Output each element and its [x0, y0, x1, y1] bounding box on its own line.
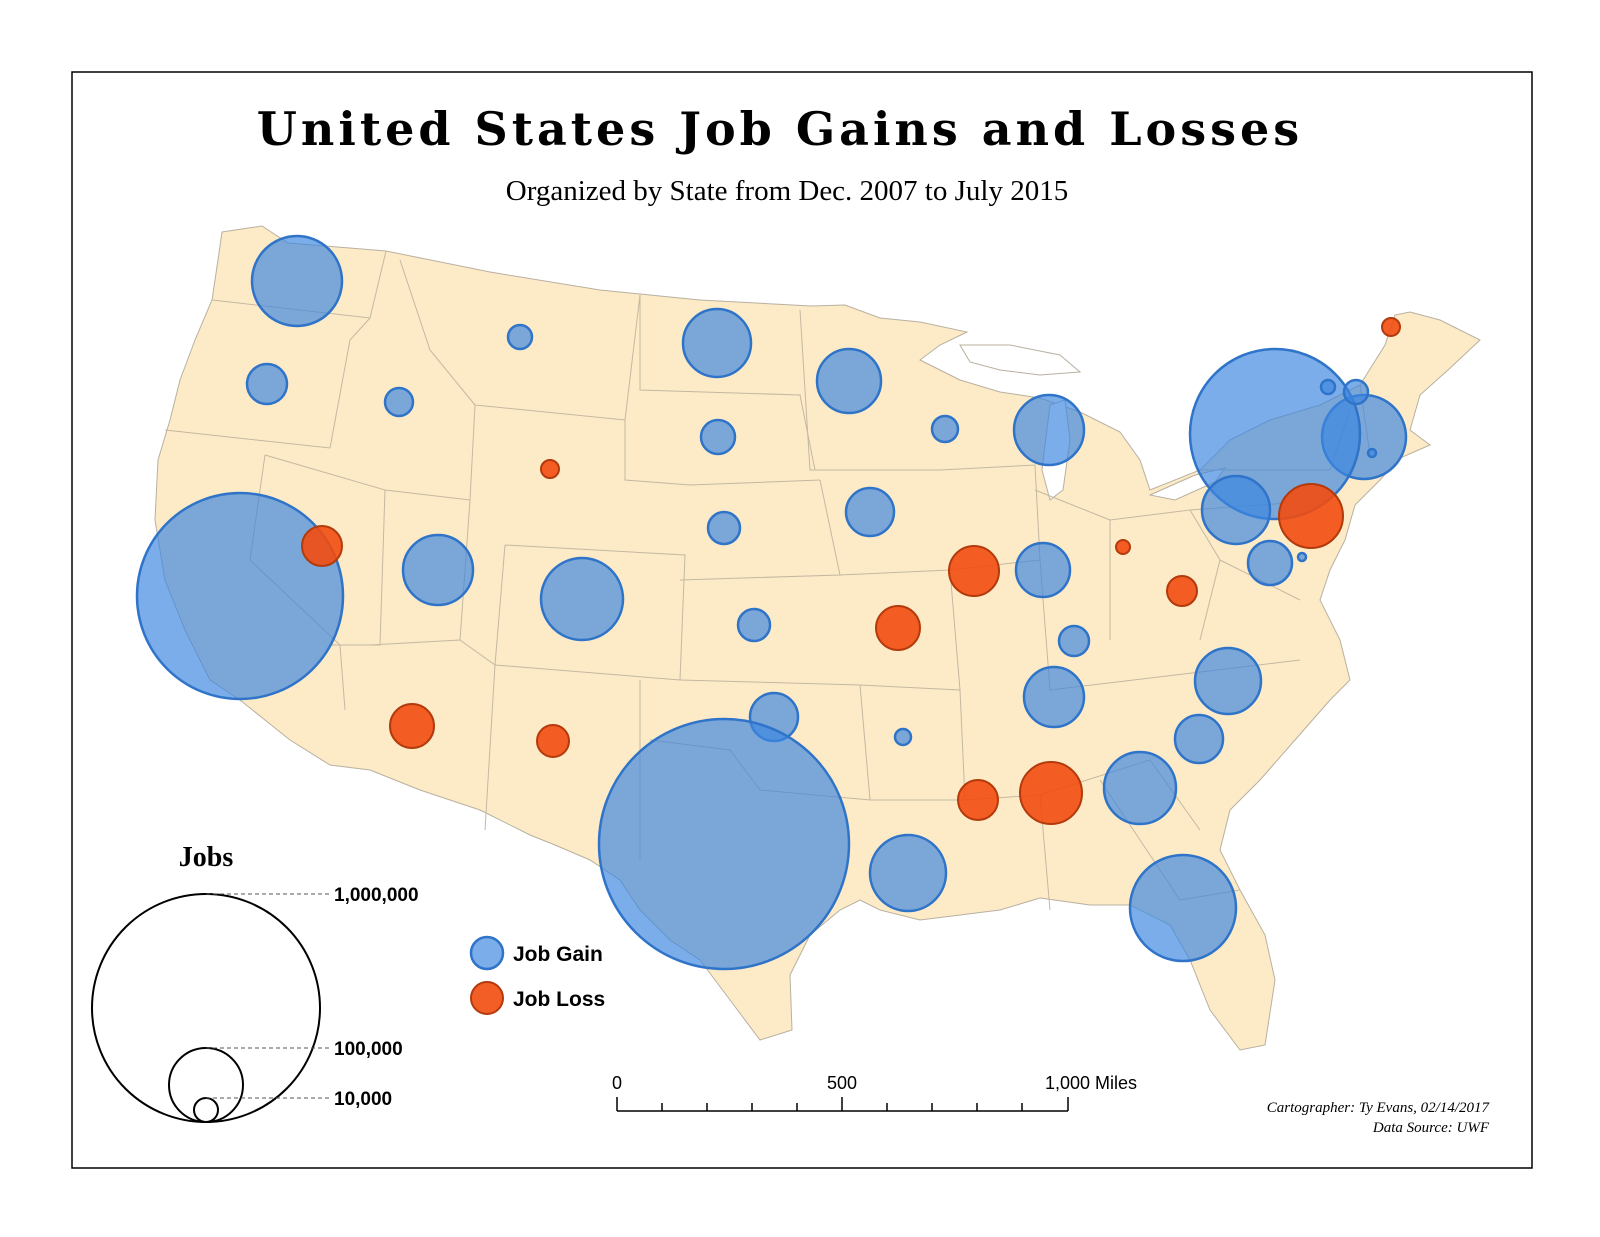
map-title: United States Job Gains and Losses [257, 102, 1303, 156]
scale-label-500: 500 [827, 1073, 857, 1093]
map-subtitle: Organized by State from Dec. 2007 to Jul… [506, 175, 1068, 207]
symbol-fl [1128, 853, 1238, 963]
legend-value-medium: 100,000 [334, 1039, 403, 1060]
type-legend: Job Gain Job Loss [469, 935, 605, 1015]
symbol-nh [1342, 378, 1370, 406]
symbol-ri [1366, 447, 1378, 459]
symbol-ut [401, 533, 475, 607]
symbol-nv [301, 525, 343, 567]
symbol-nd [681, 307, 753, 379]
legend-circle-small [193, 1097, 219, 1123]
symbol-oh [1115, 539, 1131, 555]
legend-loss-swatch [470, 981, 504, 1015]
symbol-ms [957, 779, 999, 821]
symbol-md [1246, 539, 1294, 587]
symbol-nm [536, 724, 570, 758]
symbol-de [1296, 551, 1308, 563]
symbol-ne [706, 510, 742, 546]
symbol-nj [1278, 483, 1344, 549]
symbol-mt [506, 323, 534, 351]
scale-ticks [616, 1097, 1069, 1112]
legend-title: Jobs [179, 842, 234, 873]
job-symbols [135, 234, 1408, 971]
symbol-ky [1057, 624, 1091, 658]
symbol-tn [1022, 665, 1086, 729]
symbol-la [868, 833, 948, 913]
symbol-pa [1200, 474, 1272, 546]
symbol-in [1014, 541, 1072, 599]
lake-superior [959, 344, 1082, 376]
symbol-mo [875, 605, 921, 651]
symbol-sd [699, 418, 737, 456]
map-frame [71, 71, 1533, 1169]
symbol-me [1381, 317, 1401, 337]
legend-loss-label: Job Loss [513, 988, 605, 1011]
cartographer-credit: Cartographer: Ty Evans, 02/14/2017 [1267, 1100, 1491, 1116]
symbol-ca [135, 491, 345, 701]
size-legend: Jobs 1,000,000 100,000 10,000 [91, 842, 419, 1123]
legend-value-small: 10,000 [334, 1089, 392, 1110]
scale-label-0: 0 [612, 1073, 622, 1093]
symbol-wi [930, 414, 960, 444]
us-outline [154, 225, 1481, 1051]
symbol-nc [1193, 646, 1263, 716]
symbol-vt [1319, 378, 1337, 396]
symbol-mn [815, 347, 883, 415]
symbol-ia [844, 486, 896, 538]
symbol-sc [1173, 713, 1225, 765]
symbol-id [383, 386, 415, 418]
symbol-or [245, 362, 289, 406]
symbol-ar [893, 727, 913, 747]
legend-gain-label: Job Gain [513, 943, 603, 966]
symbol-wy [540, 459, 560, 479]
symbol-al [1019, 761, 1083, 825]
symbol-wv [1166, 575, 1198, 607]
symbol-ks [736, 607, 772, 643]
symbol-il [948, 545, 1000, 597]
data-source-credit: Data Source: UWF [1372, 1120, 1490, 1136]
legend-value-large: 1,000,000 [334, 885, 419, 906]
symbol-mi [1012, 393, 1086, 467]
symbol-wa [250, 234, 344, 328]
symbol-co [539, 556, 625, 642]
symbol-ga [1102, 750, 1178, 826]
scale-label-1000: 1,000 Miles [1045, 1073, 1137, 1093]
scale-bar: 0 500 1,000 Miles [612, 1073, 1137, 1112]
symbol-tx [597, 717, 851, 971]
legend-gain-swatch [469, 935, 505, 971]
symbol-az [389, 703, 435, 749]
